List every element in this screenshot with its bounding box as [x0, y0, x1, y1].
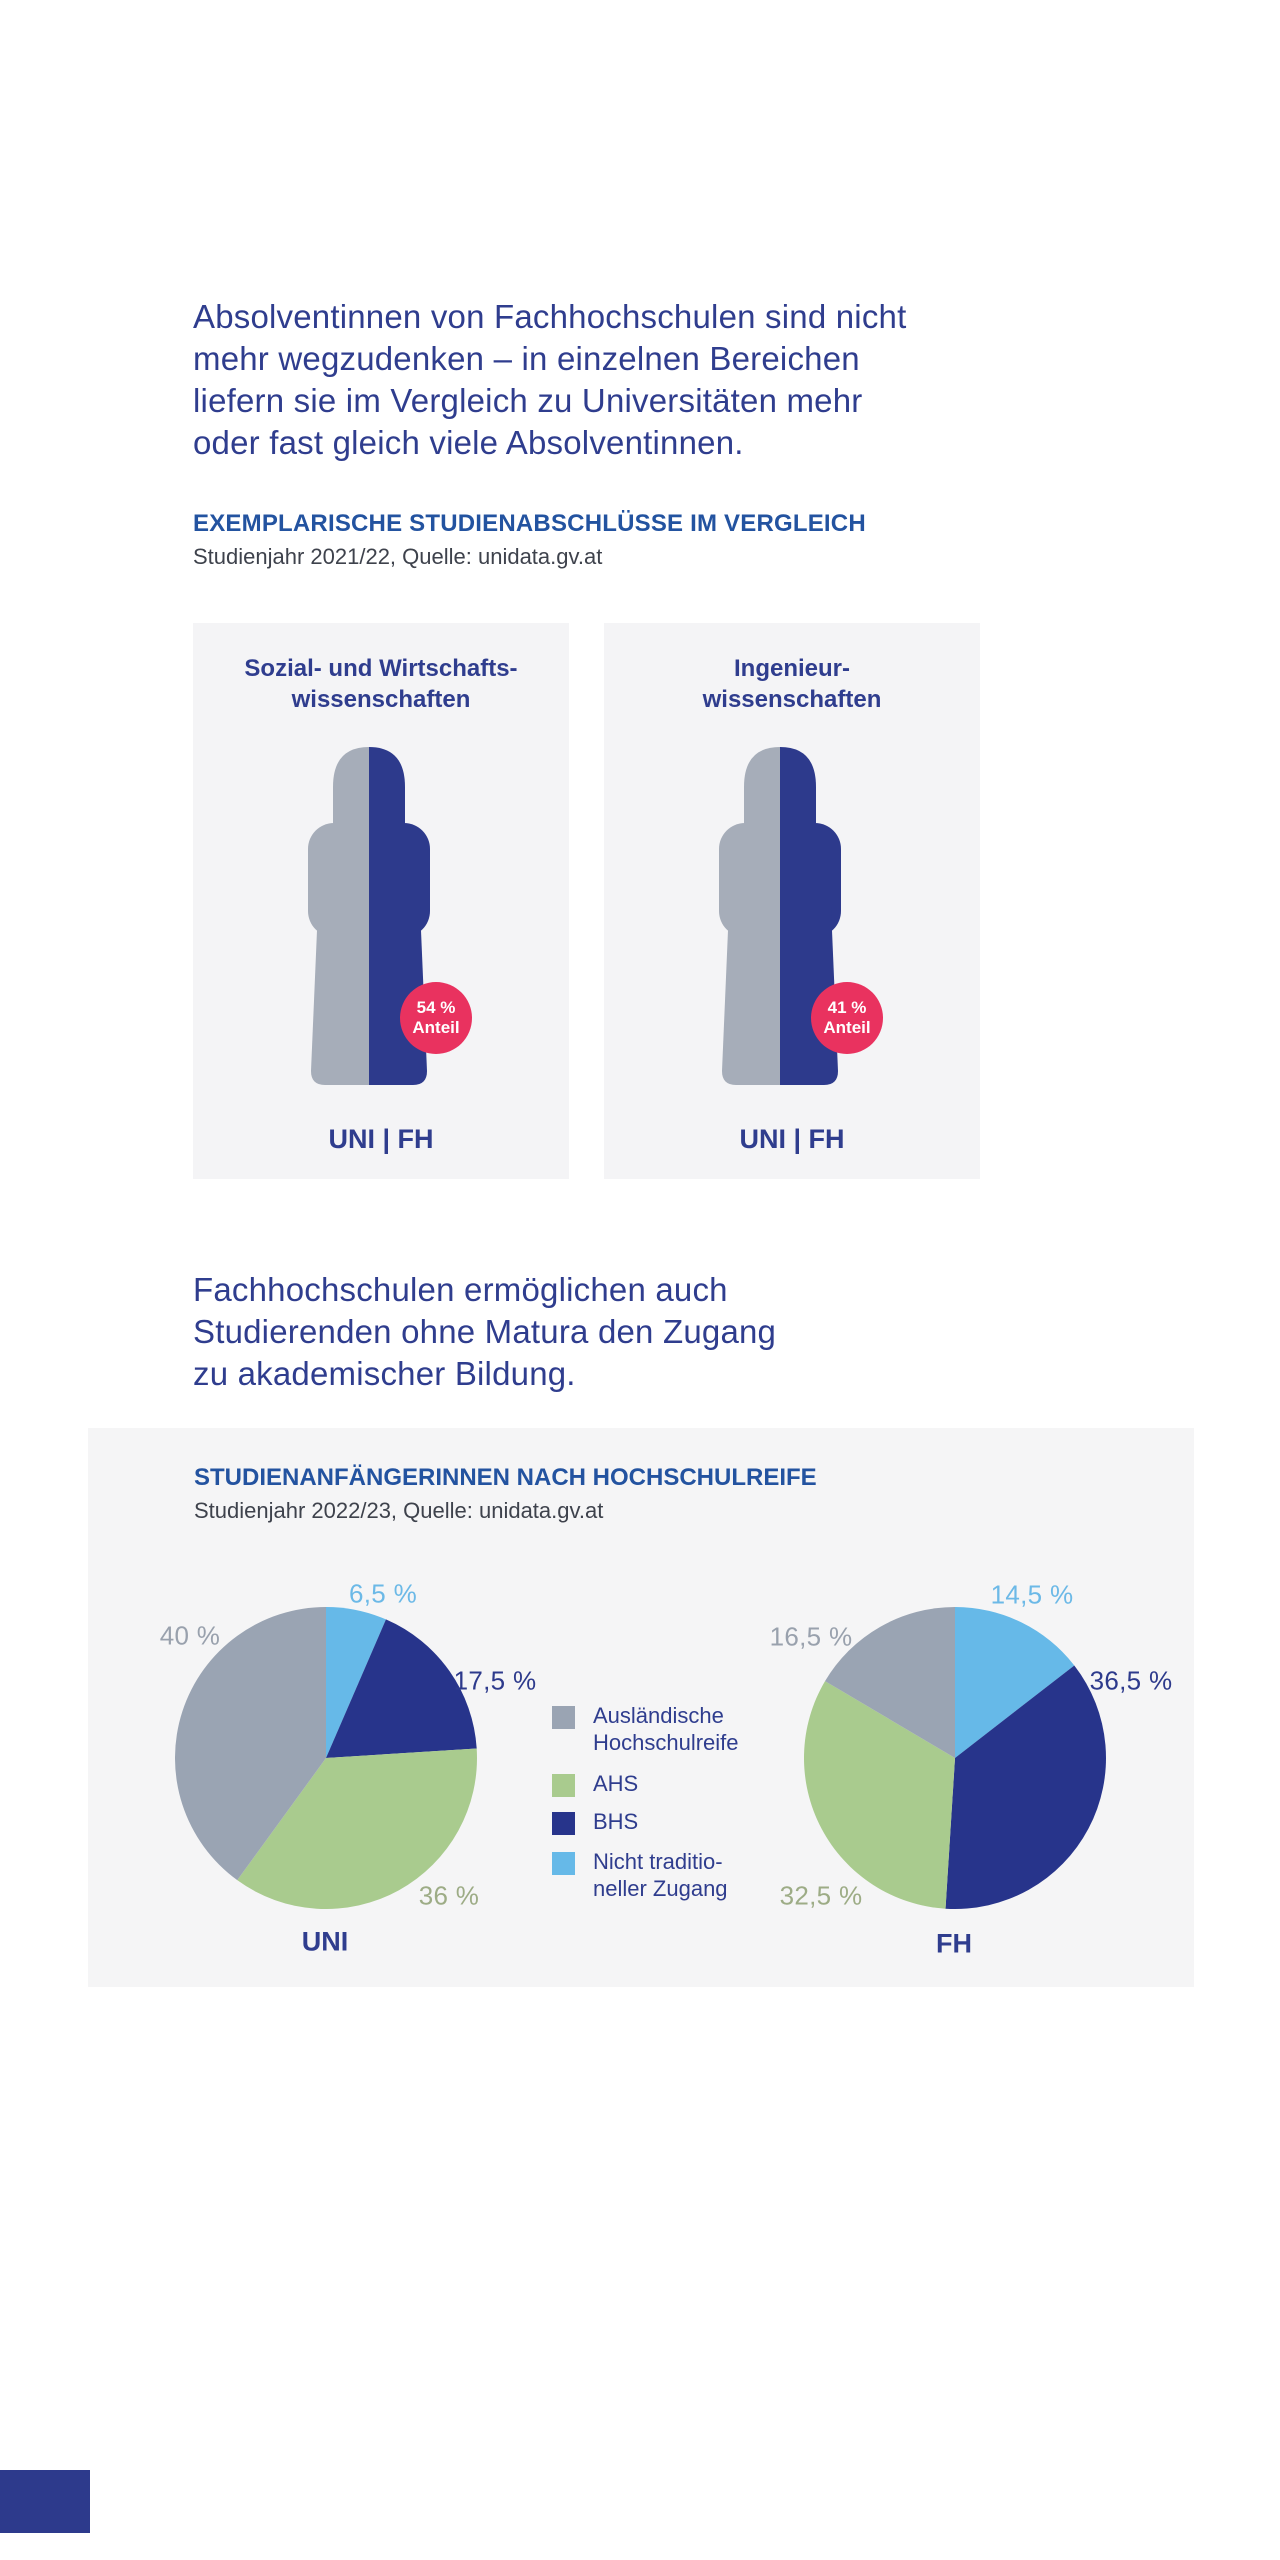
split-silhouette [719, 747, 841, 1085]
intro-line: mehr wegzudenken – in einzelnen Bereiche… [193, 340, 860, 377]
uni-half [308, 747, 369, 1085]
section-title-abschluesse: EXEMPLARISCHE STUDIENABSCHLÜSSE IM VERGL… [193, 510, 866, 537]
badge-value: 54 % [416, 998, 456, 1017]
card-axis-label: UNI | FH [739, 1124, 845, 1154]
pie-caption-fh: FH [936, 1928, 972, 1959]
legend-swatch-gray-icon [552, 1706, 575, 1729]
pie-slice-ausl-ndische-hochschulreife [175, 1607, 326, 1881]
pie-label-uni-bhs: 17,5 % [453, 1665, 537, 1696]
card-title: Ingenieur- wissenschaften [702, 655, 882, 713]
intro-line: zu akademischer Bildung. [193, 1355, 576, 1392]
legend-label: Ausländische Hochschulreife [593, 1703, 739, 1755]
comparison-card-sowi: Sozial- und Wirtschafts- wissenschaften … [193, 623, 569, 1179]
footer-accent-bar [0, 2470, 90, 2533]
uni-half [719, 747, 780, 1085]
pie-label-fh-bhs: 36,5 % [1089, 1665, 1173, 1696]
intro-paragraph-1: Absolventinnen von Fachhochschulen sind … [193, 296, 906, 464]
pie-label-uni-nicht-traditionell: 6,5 % [349, 1578, 417, 1609]
intro-line: liefern sie im Vergleich zu Universitäte… [193, 382, 863, 419]
chart-panel: STUDIENANFÄNGERINNEN NACH HOCHSCHULREIFE… [88, 1428, 1194, 1987]
pie-chart-fh [804, 1607, 1106, 1909]
pie-slice-nicht-traditioneller-zugang [326, 1607, 386, 1758]
intro-line: Studierenden ohne Matura den Zugang [193, 1313, 777, 1350]
pie-chart-uni [175, 1607, 477, 1909]
legend-label: BHS [593, 1809, 639, 1834]
panel-subtitle: Studienjahr 2022/23, Quelle: unidata.gv.… [194, 1498, 604, 1523]
pie-slice-ahs [804, 1681, 955, 1909]
pie-label-uni-ahs: 36 % [418, 1880, 480, 1911]
badge-value: 41 % [827, 998, 867, 1017]
pie-slice-bhs [945, 1665, 1106, 1909]
legend-label: Nicht traditio- neller Zugang [593, 1849, 728, 1901]
pie-label-uni-auslaendisch: 40 % [159, 1620, 221, 1651]
panel-title: STUDIENANFÄNGERINNEN NACH HOCHSCHULREIFE [194, 1464, 817, 1491]
legend-swatch-lightblue-icon [552, 1852, 575, 1875]
pie-slice-ausl-ndische-hochschulreife [825, 1607, 955, 1758]
intro-paragraph-2: Fachhochschulen ermöglichen auch Studier… [193, 1269, 776, 1395]
intro-line: Absolventinnen von Fachhochschulen sind … [193, 298, 907, 335]
intro-line: Fachhochschulen ermöglichen auch [193, 1271, 728, 1308]
legend-item-auslaendische-hochschulreife: Ausländische Hochschulreife [552, 1702, 739, 1756]
legend-swatch-darkblue-icon [552, 1812, 575, 1835]
pie-label-fh-ahs: 32,5 % [779, 1880, 863, 1911]
card-title: Sozial- und Wirtschafts- wissenschaften [244, 655, 518, 713]
pie-slice-ahs [237, 1748, 477, 1909]
legend-item-bhs: BHS [552, 1808, 638, 1835]
comparison-card-ingenieur: Ingenieur- wissenschaften 41 % Anteil UN… [604, 623, 980, 1179]
intro-line: oder fast gleich viele Absolventinnen. [193, 424, 744, 461]
pie-caption-uni: UNI [301, 1926, 349, 1957]
legend-item-ahs: AHS [552, 1770, 638, 1797]
card-axis-label: UNI | FH [328, 1124, 434, 1154]
pie-label-fh-auslaendisch: 16,5 % [769, 1621, 853, 1652]
pie-label-fh-nicht-traditionell: 14,5 % [990, 1579, 1074, 1610]
legend-swatch-green-icon [552, 1774, 575, 1797]
pie-slice-bhs [326, 1619, 477, 1758]
share-badge: 41 % Anteil [811, 982, 883, 1054]
legend-label: AHS [593, 1771, 639, 1796]
badge-label: Anteil [412, 1018, 460, 1037]
legend-item-nicht-traditioneller-zugang: Nicht traditio- neller Zugang [552, 1848, 728, 1902]
share-badge: 54 % Anteil [400, 982, 472, 1054]
pie-slice-nicht-traditioneller-zugang [955, 1607, 1075, 1758]
badge-label: Anteil [823, 1018, 871, 1037]
section-subtitle-abschluesse: Studienjahr 2021/22, Quelle: unidata.gv.… [193, 544, 603, 569]
